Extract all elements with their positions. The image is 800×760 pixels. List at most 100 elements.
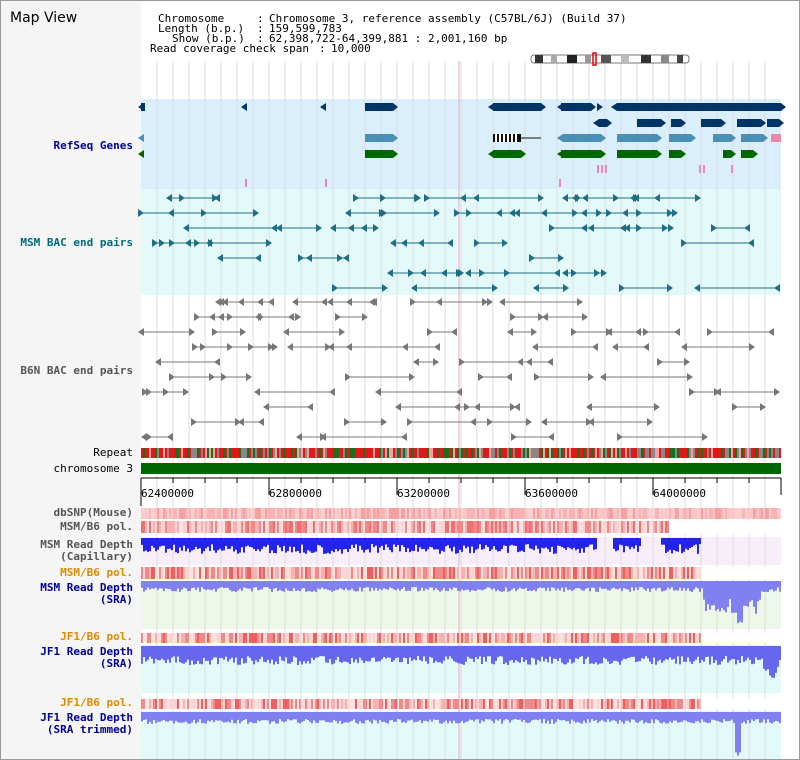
jf1-pol-heatmap-cell: [353, 633, 355, 643]
msm-pol-2-heatmap-cell: [343, 567, 345, 579]
feature-arrow: [268, 298, 274, 306]
feature-arrow: [529, 254, 535, 262]
msm-sra-depth-bar: [177, 581, 179, 589]
feature-arrow: [541, 418, 547, 426]
jf1-pol-2-heatmap-cell: [371, 699, 373, 709]
msm-pol-heatmap-cell: [353, 521, 355, 533]
dbsnp-heatmap-cell: [625, 508, 627, 519]
msm-capillary-depth-bar: [545, 538, 547, 548]
jf1-trimmed-depth-bar: [507, 712, 509, 720]
jf1-sra-depth-bar: [361, 646, 363, 661]
feature-arrow: [588, 224, 594, 232]
msm-sra-depth-bar: [693, 581, 695, 590]
jf1-sra-depth-bar: [657, 646, 659, 662]
dbsnp-heatmap-cell: [483, 508, 485, 519]
jf1-trimmed-depth-bar: [151, 712, 153, 724]
repeat-segment: [713, 448, 715, 458]
jf1-pol-2-heatmap-cell: [189, 699, 191, 709]
jf1-trimmed-depth-bar: [249, 712, 251, 723]
dbsnp-heatmap-cell: [675, 508, 677, 519]
jf1-pol-2-heatmap-cell: [415, 699, 417, 709]
msm-pol-heatmap-cell: [613, 521, 615, 533]
msm-pol-heatmap-cell: [403, 521, 405, 533]
dbsnp-heatmap-cell: [627, 508, 629, 519]
dbsnp-heatmap-cell: [169, 508, 171, 519]
jf1-sra-depth-bar: [299, 646, 301, 662]
jf1-sra-depth-bar: [513, 646, 515, 663]
dbsnp-heatmap-cell: [395, 508, 397, 519]
jf1-trimmed-depth-bar: [505, 712, 507, 720]
dbsnp-heatmap-cell: [591, 508, 593, 519]
jf1-trimmed-depth-bar: [281, 712, 283, 722]
msm-pol-2-heatmap-cell: [725, 567, 727, 579]
jf1-trimmed-depth-bar: [757, 712, 759, 720]
msm-pol-heatmap-cell: [539, 521, 541, 533]
jf1-trimmed-depth-bar: [703, 712, 705, 722]
msm-pol-2-heatmap-cell: [309, 567, 311, 579]
msm-read-depth-sra-label: MSM Read Depth: [40, 581, 133, 594]
msm-pol-heatmap-cell: [387, 521, 389, 533]
repeat-segment: [575, 448, 577, 458]
jf1-pol-2-heatmap-cell: [555, 699, 557, 709]
feature-arrow: [459, 358, 465, 366]
jf1-trimmed-depth-bar: [489, 712, 491, 720]
feature-arrow: [434, 209, 440, 217]
msm-pol-2-heatmap-cell: [667, 567, 669, 579]
jf1-pol-2-heatmap-cell: [601, 699, 603, 709]
repeat-segment: [657, 448, 659, 458]
repeat-segment: [491, 448, 493, 458]
repeat-segment: [333, 448, 335, 458]
msm-pol-heatmap-cell: [141, 521, 143, 533]
dbsnp-heatmap-cell: [641, 508, 643, 519]
jf1-trimmed-depth-bar: [727, 712, 729, 722]
msm-pol-2-heatmap-cell: [471, 567, 473, 579]
msm-pol-2-heatmap-cell: [307, 567, 309, 579]
dbsnp-heatmap-cell: [687, 508, 689, 519]
feature-arrow: [298, 254, 304, 262]
jf1-pol-2-heatmap-cell: [467, 699, 469, 709]
msm-pol-heatmap-cell: [145, 521, 147, 533]
msm-sra-depth-bar: [727, 581, 729, 607]
jf1-sra-depth-bar: [455, 646, 457, 663]
repeat-segment: [189, 448, 191, 458]
jf1-pol-heatmap-cell: [157, 633, 159, 643]
jf1-pol-2-heatmap-cell: [291, 699, 293, 709]
repeat-segment: [231, 448, 233, 458]
jf1-pol-2-heatmap-cell: [649, 699, 651, 709]
jf1-pol-2-heatmap-cell: [249, 699, 251, 709]
msm-capillary-depth-bar: [585, 538, 587, 548]
jf1-trimmed-depth-bar: [349, 712, 351, 722]
jf1-trimmed-depth-bar: [419, 712, 421, 721]
jf1-trimmed-depth-bar: [565, 712, 567, 722]
msm-capillary-depth-bar: [267, 538, 269, 545]
msm-pol-heatmap-cell: [453, 521, 455, 533]
dbsnp-heatmap-cell: [683, 508, 685, 519]
jf1-trimmed-depth-bar: [389, 712, 391, 721]
msm-pol-heatmap-cell: [333, 521, 335, 533]
jf1-pol-heatmap-cell: [629, 633, 631, 643]
jf1-pol-2-heatmap-cell: [421, 699, 423, 709]
msm-sra-depth-bar: [315, 581, 317, 592]
msm-pol-heatmap-cell: [717, 521, 719, 533]
jf1-pol-2-heatmap-cell: [445, 699, 447, 709]
feature-arrow: [547, 358, 553, 366]
dbsnp-heatmap-cell: [495, 508, 497, 519]
feature-arrow: [343, 254, 349, 262]
jf1-pol-heatmap-cell: [457, 633, 459, 643]
feature-arrow: [373, 224, 379, 232]
msm-pol-2-heatmap-cell: [417, 567, 419, 579]
msm-sra-depth-bar: [457, 581, 459, 591]
gene-arrow: [691, 134, 696, 142]
repeat-segment: [259, 448, 261, 458]
jf1-pol-2-heatmap-cell: [527, 699, 529, 709]
feature-arrow: [667, 284, 673, 292]
feature-arrow: [407, 418, 413, 426]
msm-capillary-depth-bar: [247, 538, 249, 546]
jf1-sra-depth-bar: [279, 646, 281, 657]
msm-pol-2-heatmap-cell: [685, 567, 687, 579]
jf1-sra-depth-bar: [545, 646, 547, 659]
repeat-segment: [535, 448, 537, 458]
jf1-pol-heatmap-cell: [513, 633, 515, 643]
dbsnp-heatmap-cell: [407, 508, 409, 519]
